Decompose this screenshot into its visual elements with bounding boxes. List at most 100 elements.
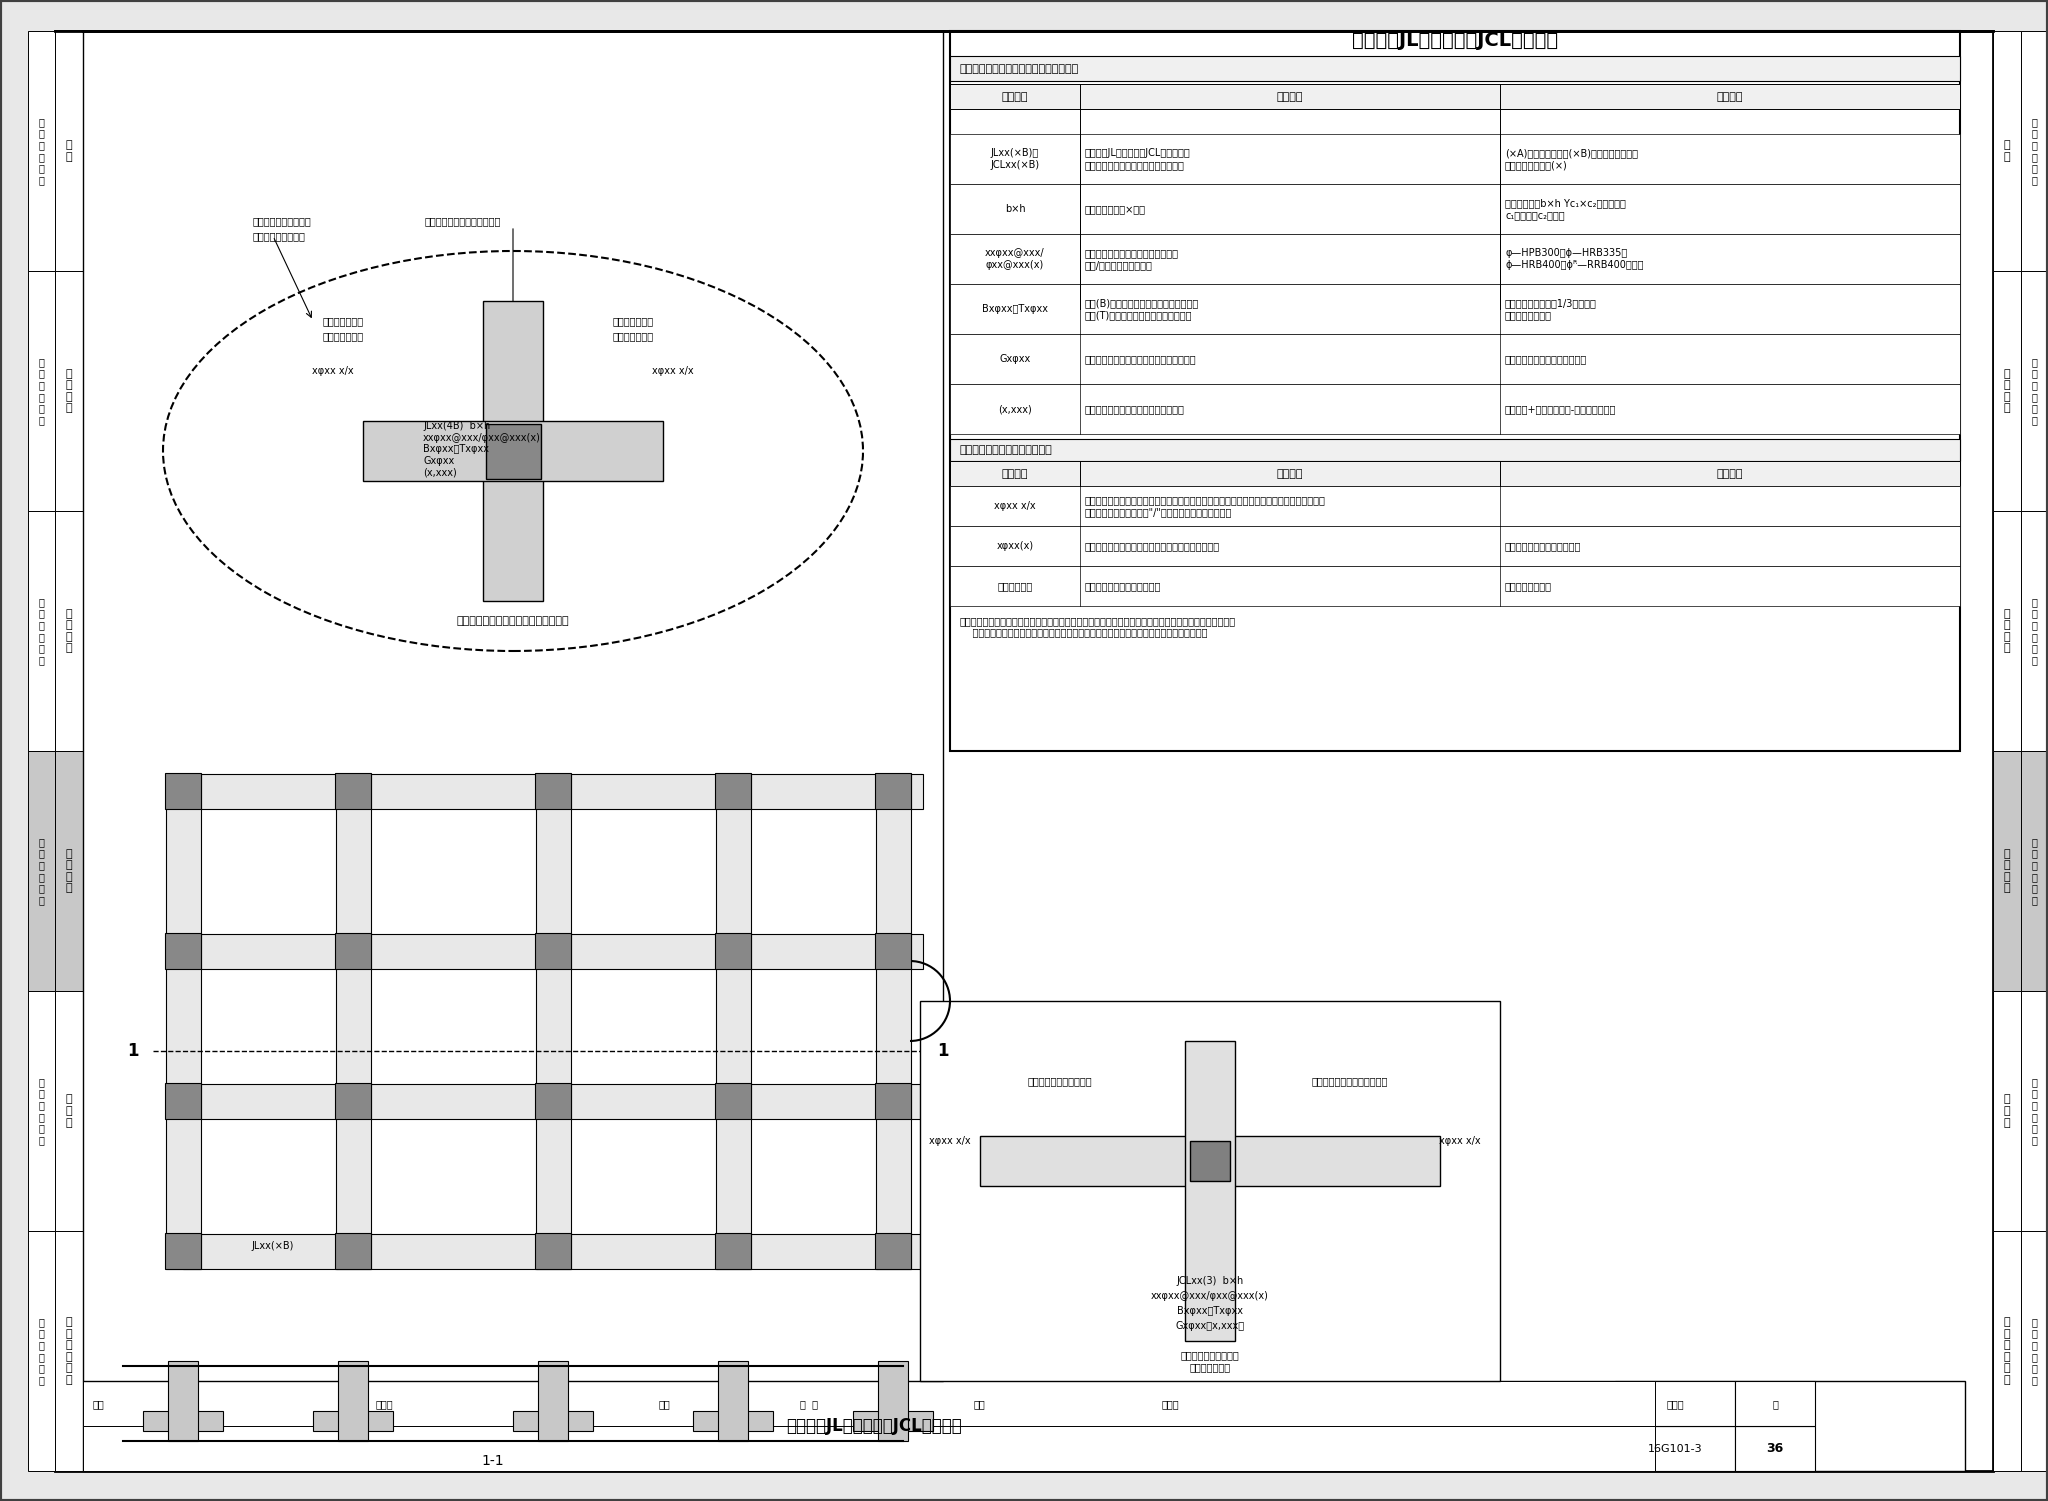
Bar bbox=[950, 84, 1960, 110]
Text: 某部位与集中标注不同的内容: 某部位与集中标注不同的内容 bbox=[1085, 581, 1161, 591]
Bar bbox=[1993, 1231, 2021, 1471]
Text: 原位标注（含贯通筋）的说明：: 原位标注（含贯通筋）的说明： bbox=[961, 444, 1053, 455]
Text: 平
法
制
图
规
则: 平 法 制 图 规 则 bbox=[2032, 117, 2038, 185]
Text: 顶部贯通纵筋修正值: 顶部贯通纵筋修正值 bbox=[254, 231, 305, 242]
Bar bbox=[535, 773, 571, 1268]
Bar bbox=[539, 1361, 567, 1441]
Text: 郁银泉: 郁银泉 bbox=[377, 1399, 393, 1409]
Text: Bxφxx；Txφxx: Bxφxx；Txφxx bbox=[1178, 1306, 1243, 1316]
Bar bbox=[879, 1361, 907, 1441]
Text: 图集号: 图集号 bbox=[1667, 1399, 1683, 1409]
Bar bbox=[338, 1361, 369, 1441]
Text: 附加箍筋（基础主梁上）: 附加箍筋（基础主梁上） bbox=[1028, 1076, 1092, 1087]
Text: xxφxx@xxx/φxx@xxx(x): xxφxx@xxx/φxx@xxx(x) bbox=[1151, 1291, 1270, 1301]
Bar bbox=[168, 1361, 199, 1441]
Bar bbox=[874, 1084, 911, 1120]
Text: 注写形式: 注写形式 bbox=[1001, 468, 1028, 479]
Bar bbox=[715, 1084, 752, 1120]
Text: JLxx(×B): JLxx(×B) bbox=[252, 1241, 295, 1250]
Text: Gxφxx: Gxφxx bbox=[999, 354, 1030, 365]
Bar bbox=[874, 773, 911, 1268]
Text: 校对: 校对 bbox=[659, 1399, 670, 1409]
Text: 1: 1 bbox=[127, 1042, 139, 1060]
Bar bbox=[950, 438, 1960, 461]
Text: JLxx(4B)  b×h
xxφxx@xxx/φxx@xxx(x)
Bxφxx；Txφxx
Gxφxx
(x,xxx): JLxx(4B) b×h xxφxx@xxx/φxx@xxx(x) Bxφxx；… bbox=[424, 420, 541, 477]
Bar bbox=[166, 773, 201, 809]
Text: 桩
基
础: 桩 基 础 bbox=[66, 1094, 72, 1127]
Bar bbox=[2021, 750, 2048, 991]
Text: JLxx(×B)或
JCLxx(×B): JLxx(×B)或 JCLxx(×B) bbox=[991, 149, 1040, 170]
Bar bbox=[950, 284, 1960, 335]
Text: 在主次梁相交处的主梁上引出: 在主次梁相交处的主梁上引出 bbox=[1505, 540, 1581, 551]
Bar bbox=[981, 1136, 1440, 1186]
Bar bbox=[313, 1411, 393, 1430]
Bar bbox=[719, 1361, 748, 1441]
Text: 条
形
基
础: 条 形 基 础 bbox=[66, 608, 72, 653]
Text: 底部(B)贯通纵筋根数、强度等级、直径；
顶部(T)贯通纵筋根数、强度等级、直径: 底部(B)贯通纵筋根数、强度等级、直径； 顶部(T)贯通纵筋根数、强度等级、直径 bbox=[1085, 299, 1200, 320]
Text: Bxφxx；Txφxx: Bxφxx；Txφxx bbox=[981, 305, 1049, 314]
Bar bbox=[1993, 510, 2021, 750]
Bar bbox=[2021, 272, 2048, 510]
Bar bbox=[182, 1234, 924, 1268]
Text: 平
法
制
图
规
则: 平 法 制 图 规 则 bbox=[39, 357, 45, 425]
Text: 原位标注顶部贯通纵筋修正值: 原位标注顶部贯通纵筋修正值 bbox=[424, 216, 502, 227]
Bar bbox=[715, 773, 750, 1268]
Text: 条
形
基
础: 条 形 基 础 bbox=[2003, 608, 2011, 653]
Text: 附加说明: 附加说明 bbox=[1716, 92, 1743, 102]
Bar bbox=[143, 1411, 223, 1430]
Bar bbox=[55, 750, 84, 991]
Text: 平
法
制
图
规
则: 平 法 制 图 规 则 bbox=[39, 117, 45, 185]
Bar bbox=[950, 486, 1960, 525]
Bar bbox=[182, 773, 924, 809]
Bar bbox=[1616, 1381, 1735, 1426]
Bar bbox=[485, 423, 541, 479]
Text: 1: 1 bbox=[938, 1042, 948, 1060]
Bar bbox=[29, 510, 55, 750]
Text: φ—HPB300，ϕ—HRB335，
ϕ—HRB400，ϕᴿ—RRB400，下同: φ—HPB300，ϕ—HRB335， ϕ—HRB400，ϕᴿ—RRB400，下同 bbox=[1505, 248, 1642, 270]
Bar bbox=[84, 32, 942, 1381]
Bar bbox=[182, 1084, 924, 1118]
Text: 平
法
制
图
规
则: 平 法 制 图 规 则 bbox=[2032, 597, 2038, 665]
Text: JCLxx(3)  b×h: JCLxx(3) b×h bbox=[1176, 1276, 1243, 1286]
Bar bbox=[182, 934, 924, 968]
Bar bbox=[29, 750, 55, 991]
Bar bbox=[715, 773, 752, 809]
Bar bbox=[715, 934, 752, 970]
Bar bbox=[84, 1381, 1655, 1426]
Bar bbox=[512, 1411, 594, 1430]
Bar bbox=[950, 566, 1960, 606]
Text: 1-1: 1-1 bbox=[481, 1454, 504, 1468]
Text: xφxx(x): xφxx(x) bbox=[997, 540, 1034, 551]
Bar bbox=[55, 32, 84, 272]
Text: 审核: 审核 bbox=[92, 1399, 104, 1409]
Text: 底部纵筋（含贯: 底部纵筋（含贯 bbox=[612, 317, 653, 326]
Bar bbox=[2021, 1231, 2048, 1471]
Bar bbox=[2021, 510, 2048, 750]
Text: 高志强: 高志强 bbox=[1161, 1399, 1180, 1409]
Bar bbox=[1993, 32, 2021, 272]
Text: (×A)：一端有外伸；(×B)：两端均有外伸；
无外伸则仅注跨数(×): (×A)：一端有外伸；(×B)：两端均有外伸； 无外伸则仅注跨数(×) bbox=[1505, 149, 1638, 170]
Text: 为梁两个侧面构造纵筋的总根数: 为梁两个侧面构造纵筋的总根数 bbox=[1505, 354, 1587, 365]
Text: 独
立
基
础: 独 立 基 础 bbox=[2003, 369, 2011, 413]
Bar bbox=[2021, 32, 2048, 272]
Bar bbox=[166, 1232, 201, 1268]
Bar bbox=[55, 991, 84, 1231]
Text: 平
法
制
图
规
则: 平 法 制 图 规 则 bbox=[39, 597, 45, 665]
Bar bbox=[950, 384, 1960, 434]
Bar bbox=[535, 1232, 571, 1268]
Bar bbox=[950, 185, 1960, 234]
Text: 附加反扣吊筋（基础次梁上）: 附加反扣吊筋（基础次梁上） bbox=[1313, 1076, 1389, 1087]
Bar bbox=[336, 773, 371, 1268]
Text: xφxx x/x: xφxx x/x bbox=[1440, 1136, 1481, 1145]
Bar bbox=[950, 234, 1960, 284]
Text: 36: 36 bbox=[1765, 1442, 1784, 1456]
Text: 底部纵筋（含贯: 底部纵筋（含贯 bbox=[324, 317, 365, 326]
Bar bbox=[336, 934, 371, 970]
Text: Gxφxx（x,xxx）: Gxφxx（x,xxx） bbox=[1176, 1321, 1245, 1331]
Bar bbox=[483, 302, 543, 600]
Text: 总
则: 总 则 bbox=[2003, 140, 2011, 162]
Bar bbox=[950, 32, 1960, 750]
Text: 平
法
制
图
规
则: 平 法 制 图 规 则 bbox=[2032, 1316, 2038, 1385]
Text: 平
法
制
图
规
则: 平 法 制 图 规 则 bbox=[39, 1078, 45, 1145]
Text: 梁侧面纵向构造钢筋根数、强度等级、直径: 梁侧面纵向构造钢筋根数、强度等级、直径 bbox=[1085, 354, 1196, 365]
